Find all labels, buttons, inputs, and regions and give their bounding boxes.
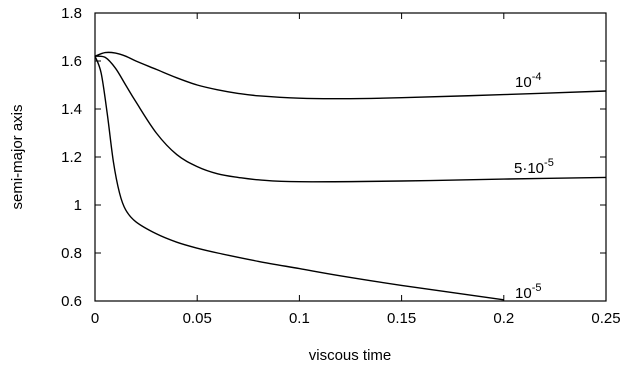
series-5e-5-label: 5·10-5 [514, 157, 554, 177]
axis-ticks [94, 12, 607, 302]
series-1e-5-label-exponent: -5 [532, 282, 542, 294]
series-1e-5-label: 10-5 [515, 282, 541, 302]
series-1e-4-label-base: 10 [515, 74, 532, 91]
y-tick-label: 1 [74, 197, 82, 214]
series-5e-5-label-exponent: -5 [544, 157, 554, 169]
x-tick-label: 0.2 [493, 310, 514, 327]
x-axis-title: viscous time [309, 347, 392, 364]
series-annotations: 10-45·10-510-5 [514, 71, 554, 302]
x-tick-label: 0.05 [183, 310, 212, 327]
series-1e-5-line [94, 55, 504, 301]
x-tick-label: 0.25 [591, 310, 620, 327]
x-tick-label: 0.15 [387, 310, 416, 327]
plot-frame [94, 12, 607, 302]
series-1e-4-line [94, 51, 607, 100]
x-tick-label: 0.1 [289, 310, 310, 327]
series-1e-4-label: 10-4 [515, 71, 541, 91]
y-tick-label: 1.6 [61, 53, 82, 70]
series-5e-5-line [94, 55, 607, 183]
y-tick-label: 1.8 [61, 5, 82, 22]
series-lines [94, 51, 607, 301]
y-tick-label: 1.4 [61, 101, 82, 118]
tick-labels: 0 0.05 0.1 0.15 0.2 0.25 0.6 0.8 1 1.2 1.4 1.6 1.8 [61, 5, 620, 327]
y-tick-label: 0.6 [61, 293, 82, 310]
y-tick-label: 1.2 [61, 149, 82, 166]
y-axis-title: semi-major axis [9, 104, 26, 209]
series-1e-5-label-base: 10 [515, 285, 532, 302]
y-tick-label: 0.8 [61, 245, 82, 262]
series-5e-5-label-base: 5·10 [514, 160, 544, 177]
x-tick-label: 0 [91, 310, 99, 327]
series-1e-4-label-exponent: -4 [532, 71, 542, 83]
